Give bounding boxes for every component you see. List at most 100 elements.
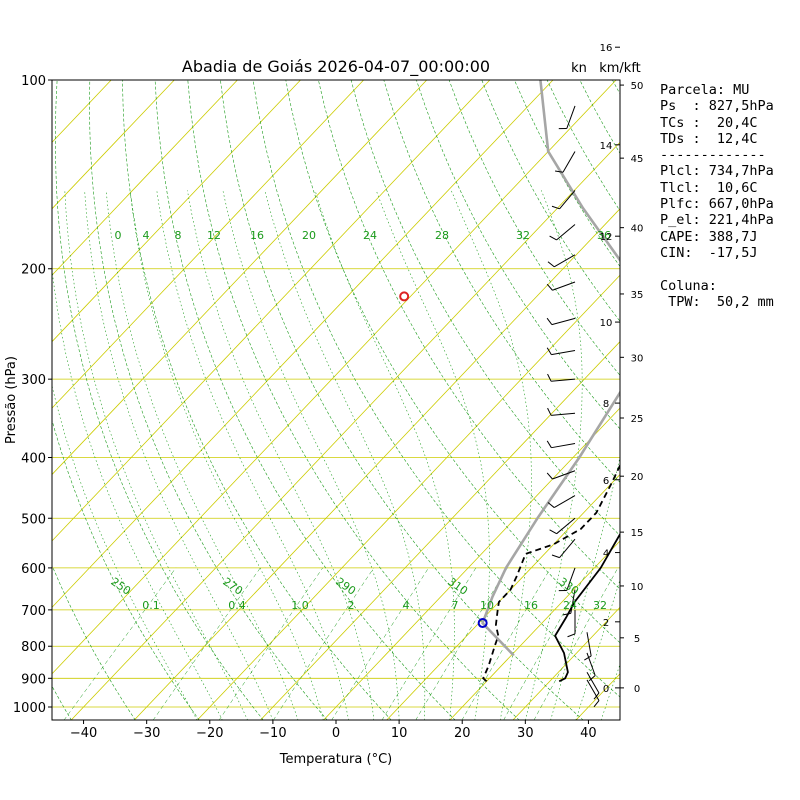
series-parcela: [481, 80, 620, 657]
moist-adiabat: [52, 384, 198, 720]
wind-barb: [566, 105, 576, 129]
y-tick-label: 900: [21, 672, 46, 687]
y-tick-label: 1000: [13, 701, 46, 716]
wind-barb-flag: [547, 407, 552, 416]
wind-barb-flag: [547, 373, 552, 382]
wind-barb-flag: [547, 502, 555, 508]
x-axis-label: Temperatura (°C): [279, 752, 392, 767]
mixing-ratio-label: 0.1: [142, 599, 160, 612]
kft-tick-label: 5: [634, 634, 640, 645]
y-axis-label: Pressão (hPa): [4, 356, 19, 444]
mixing-ratio-line: [152, 567, 261, 720]
wind-barb-flag: [551, 554, 560, 559]
wind-barb: [586, 679, 600, 701]
dry-adiabat: [55, 80, 264, 720]
wind-barb: [566, 567, 576, 591]
x-tick-label: 40: [580, 726, 597, 741]
dry-adiabat: [416, 80, 620, 430]
wind-barb-flag: [546, 472, 553, 480]
wind-barb: [586, 632, 592, 656]
moist-adiabat: [575, 578, 620, 720]
temperature-line-label: 16: [250, 229, 264, 242]
wind-barb-flag: [546, 317, 553, 325]
kft-tick-label: 15: [631, 528, 644, 539]
isotherm-line: [70, 141, 620, 720]
km-tick-label: 10: [600, 318, 613, 329]
dry-adiabat: [89, 80, 328, 720]
dry-adiabat: [318, 80, 620, 590]
km-axis-label: kn: [571, 61, 587, 76]
kft-tick-label: 40: [631, 224, 644, 235]
x-tick-label: 10: [391, 726, 408, 741]
wind-barb-flag: [593, 700, 600, 708]
x-tick-label: −40: [70, 726, 97, 741]
temperature-line-label: 28: [435, 229, 449, 242]
wind-barb: [559, 190, 576, 210]
km-tick-label: 4: [603, 549, 609, 560]
wind-barb: [551, 378, 576, 382]
wind-barb: [556, 517, 576, 535]
kft-tick-label: 10: [631, 582, 644, 593]
mixing-ratio-label: 7: [452, 599, 459, 612]
wind-barb-flag: [555, 170, 564, 173]
mixing-ratio-label: 1.0: [291, 599, 309, 612]
isotherm-line: [52, 80, 617, 675]
info-line: Plfc: 667,0hPa: [660, 196, 774, 213]
mixing-ratio-label: 0.4: [228, 599, 246, 612]
dry-adiabat: [383, 80, 620, 483]
info-line: P_el: 221,4hPa: [660, 212, 774, 229]
moist-adiabat: [550, 455, 620, 720]
kft-tick-label: 30: [631, 353, 644, 364]
dry-adiabat: [285, 80, 620, 644]
x-tick-label: 0: [332, 726, 340, 741]
sounding-lines: [399, 80, 620, 683]
temperature-line-label: 0: [115, 229, 122, 242]
y-tick-label: 200: [21, 263, 46, 278]
isotherm-line: [386, 473, 620, 720]
y-tick-label: 300: [21, 373, 46, 388]
x-tick-label: 30: [517, 726, 534, 741]
mixing-ratio-line: [273, 567, 375, 720]
mixing-ratio-line: [331, 567, 429, 720]
y-tick-label: 800: [21, 640, 46, 655]
wind-barb: [559, 538, 576, 558]
moist-adiabat: [129, 190, 324, 720]
temperature-line-label: 20: [302, 229, 316, 242]
moist-adiabat: [105, 190, 299, 720]
wind-barb-flag: [546, 283, 553, 291]
wind-barb: [586, 671, 600, 694]
kft-axis-label: km/kft: [599, 61, 641, 76]
kft-tick-label: 50: [631, 81, 644, 92]
temperature-line-label: 24: [363, 229, 377, 242]
temperature-line-label: 36: [597, 229, 611, 242]
kft-tick-label: 35: [631, 290, 644, 301]
moist-adiabat: [187, 190, 375, 720]
km-tick-label: 14: [600, 141, 613, 152]
kft-tick-label: 20: [631, 472, 644, 483]
info-line: Coluna:: [660, 277, 717, 294]
km-tick-label: 16: [600, 43, 613, 54]
dry-adiabat: [350, 80, 620, 537]
info-line: Parcela: MU: [660, 82, 750, 98]
mixing-ratio-line: [218, 567, 323, 720]
isotherm-line: [52, 80, 554, 608]
dry-adiabat: [154, 80, 456, 720]
info-line: TDs : 12,4C: [660, 130, 758, 147]
y-tick-label: 100: [21, 74, 46, 89]
wind-barb: [556, 224, 576, 241]
km-tick-label: 2: [603, 618, 609, 629]
info-line: CAPE: 388,7J: [660, 228, 758, 245]
wind-barb-flag: [551, 205, 560, 210]
mixing-ratio-line: [533, 567, 619, 720]
wind-barb: [586, 652, 596, 676]
isotherm-line: [52, 80, 428, 476]
wind-barb: [562, 151, 576, 173]
wind-barb: [551, 443, 576, 449]
dry-adiabat: [187, 80, 520, 720]
dry-adiabat-label: 250: [108, 575, 133, 598]
km-tick-label: 12: [600, 232, 613, 243]
wind-barb-flag: [549, 235, 557, 241]
mixing-ratio-line: [415, 567, 508, 720]
dry-adiabat: [252, 80, 620, 698]
isotherm-line: [196, 274, 620, 720]
